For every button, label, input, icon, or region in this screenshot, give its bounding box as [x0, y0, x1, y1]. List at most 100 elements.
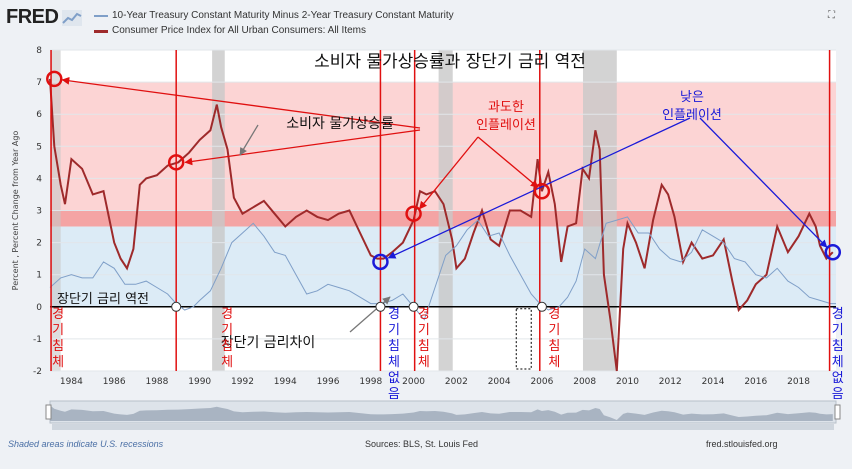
- recession-label-char-3: 경: [418, 307, 430, 322]
- y-tick-label: 7: [36, 78, 42, 88]
- recession-label-char-0: 침: [52, 339, 64, 354]
- spread-label: 장단기 금리차이: [221, 335, 316, 351]
- x-tick-label: 1990: [188, 377, 211, 387]
- arrow-to-1983: [61, 76, 421, 129]
- x-tick-label: 2008: [573, 377, 596, 387]
- x-tick-label: 2014: [702, 377, 725, 387]
- chart-legend: 10-Year Treasury Constant Maturity Minus…: [94, 8, 454, 38]
- navigator-handle-right[interactable]: [834, 404, 841, 420]
- legend-swatch-cpi: [94, 30, 108, 33]
- zero-crossing-circle: [375, 301, 386, 312]
- recession-label-char-5: 경: [832, 307, 844, 322]
- sources-note: Sources: BLS, St. Louis Fed: [365, 439, 479, 449]
- zero-crossing-circle: [536, 301, 547, 312]
- recession-label-char-4: 체: [548, 355, 560, 370]
- y-tick-label: 3: [36, 207, 42, 217]
- recession-label-char-2: 침: [388, 339, 400, 354]
- low-inflation-label-1: 낮은: [680, 90, 704, 105]
- low-inflation-label-2: 인플레이션: [662, 108, 722, 123]
- y-tick-label: 8: [36, 46, 42, 56]
- navigator-handle-left[interactable]: [45, 404, 52, 420]
- recession-label-char-2: 기: [388, 323, 400, 338]
- arrow-to-2019: [699, 117, 828, 248]
- x-tick-label: 2012: [659, 377, 682, 387]
- blue-highlight-circle: [824, 243, 842, 261]
- red-highlight-circle: [46, 70, 63, 88]
- recession-label-char-2: 없: [388, 371, 400, 386]
- expand-icon[interactable]: ⛶: [828, 10, 835, 21]
- recession-label-char-1: 경: [221, 307, 233, 322]
- fred-chart-logo-icon: [62, 10, 82, 26]
- x-tick-label: 1994: [274, 377, 297, 387]
- blue-highlight-circle: [372, 253, 389, 271]
- recession-label-char-1: 침: [221, 339, 233, 354]
- y-tick-label: 6: [36, 110, 42, 120]
- recession-label-char-5: 음: [832, 387, 844, 402]
- y-tick-label: 5: [36, 142, 42, 152]
- x-tick-label: 2010: [616, 377, 639, 387]
- x-tick-label: 2018: [787, 377, 810, 387]
- red-highlight-circle: [167, 154, 185, 171]
- recession-label-char-3: 체: [418, 355, 430, 370]
- x-tick-label: 2004: [488, 377, 511, 387]
- x-tick-label: 2000: [402, 377, 425, 387]
- recession-label-char-4: 침: [548, 339, 560, 354]
- recession-label-char-1: 체: [221, 355, 233, 370]
- x-tick-label: 1984: [60, 377, 83, 387]
- x-tick-label: 1988: [145, 377, 168, 387]
- y-tick-label: -1: [33, 335, 42, 345]
- recession-label-char-0: 경: [52, 307, 64, 322]
- legend-label-spread: 10-Year Treasury Constant Maturity Minus…: [112, 10, 454, 21]
- y-tick-label: 2: [36, 239, 42, 249]
- recession-label-char-5: 침: [832, 339, 844, 354]
- zero-crossing-circle: [171, 301, 182, 312]
- arrow-to-2006: [477, 136, 539, 188]
- inversion-label: 장단기 금리 역전: [57, 292, 149, 307]
- recession-label-char-5: 체: [832, 355, 844, 370]
- recession-label-char-0: 기: [52, 323, 64, 338]
- legend-item-spread[interactable]: 10-Year Treasury Constant Maturity Minus…: [94, 8, 454, 23]
- red-highlight-circle: [533, 182, 551, 200]
- arrow-cpi-label: [239, 124, 259, 156]
- recession-label-char-4: 기: [548, 323, 560, 338]
- recession-label-char-3: 기: [418, 323, 430, 338]
- navigator-scrollbar[interactable]: [52, 424, 834, 430]
- legend-label-cpi: Consumer Price Index for All Urban Consu…: [112, 25, 366, 36]
- recession-label-char-1: 기: [221, 323, 233, 338]
- x-tick-label: 1998: [359, 377, 382, 387]
- recession-label-char-5: 없: [832, 371, 844, 386]
- y-tick-label: 0: [36, 303, 42, 313]
- x-tick-label: 2002: [445, 377, 468, 387]
- y-tick-label: -2: [33, 367, 42, 377]
- recession-label-char-2: 경: [388, 307, 400, 322]
- navigator-area: [50, 405, 833, 421]
- red-highlight-circle: [405, 205, 422, 222]
- recession-label-char-0: 체: [52, 355, 64, 370]
- y-axis-label: Percent , Percent Change from Year Ago: [11, 131, 20, 291]
- y-tick-label: 1: [36, 271, 42, 281]
- recession-label-char-2: 체: [388, 355, 400, 370]
- x-tick-label: 1996: [317, 377, 340, 387]
- fred-logo[interactable]: FRED: [6, 6, 59, 28]
- arrow-to-1988: [184, 129, 421, 166]
- fred-url[interactable]: fred.stlouisfed.org: [706, 439, 778, 449]
- zero-crossing-circle: [408, 301, 419, 312]
- recession-label-char-4: 경: [548, 307, 560, 322]
- y-tick-label: 4: [36, 174, 42, 184]
- chart-header: FRED 10-Year Treasury Constant Maturity …: [0, 0, 852, 40]
- recession-label-char-2: 음: [388, 387, 400, 402]
- spread-series-line: [49, 216, 836, 321]
- chart-title: 소비자 물가상승률과 장단기 금리 역전: [314, 52, 586, 72]
- excess-inflation-label-2: 인플레이션: [476, 118, 536, 133]
- cpi-label: 소비자 물가상승률: [286, 116, 394, 132]
- x-tick-label: 1986: [103, 377, 126, 387]
- excess-inflation-label-1: 과도한: [488, 100, 524, 115]
- legend-item-cpi[interactable]: Consumer Price Index for All Urban Consu…: [94, 23, 454, 38]
- legend-swatch-spread: [94, 15, 108, 17]
- arrow-to-1998: [387, 117, 691, 259]
- x-tick-label: 2016: [744, 377, 767, 387]
- x-tick-label: 1992: [231, 377, 254, 387]
- recession-label-char-5: 기: [832, 323, 844, 338]
